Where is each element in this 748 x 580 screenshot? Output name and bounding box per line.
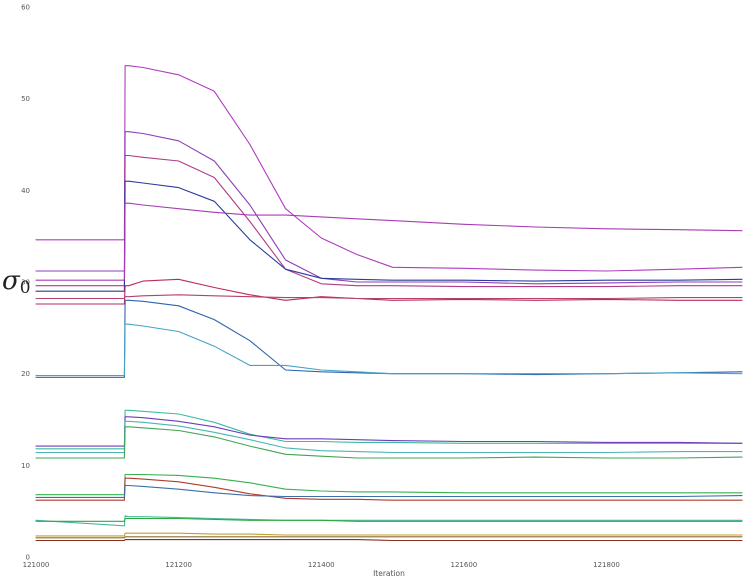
series-line bbox=[35, 299, 743, 378]
y-axis-label-symbol: σ bbox=[2, 266, 21, 296]
series-line bbox=[35, 409, 743, 450]
series-line bbox=[35, 484, 743, 498]
x-tick-label: 121200 bbox=[165, 561, 192, 569]
series-line bbox=[35, 294, 743, 300]
series-line bbox=[35, 202, 743, 281]
series-line bbox=[35, 416, 743, 447]
y-axis-ticks: 0 10 20 30 40 50 60 bbox=[21, 4, 30, 562]
series-line bbox=[35, 420, 743, 454]
series-line bbox=[35, 278, 743, 305]
series-line bbox=[35, 536, 743, 539]
y-tick-label: 20 bbox=[21, 370, 30, 378]
y-tick-label: 30 bbox=[21, 279, 30, 287]
x-tick-label: 121800 bbox=[593, 561, 620, 569]
x-axis-ticks: 121000 121200 121400 121600 121800 bbox=[23, 561, 620, 569]
y-tick-label: 10 bbox=[21, 462, 30, 470]
series-line bbox=[35, 532, 743, 537]
x-axis-label: Iteration bbox=[373, 569, 405, 578]
series-line bbox=[35, 323, 743, 377]
series-line bbox=[35, 517, 743, 522]
y-tick-label: 0 bbox=[26, 554, 30, 562]
series-line bbox=[35, 65, 743, 272]
y-tick-label: 50 bbox=[21, 95, 30, 103]
y-tick-label: 60 bbox=[21, 4, 30, 12]
x-tick-label: 121000 bbox=[23, 561, 50, 569]
series-line bbox=[35, 180, 743, 292]
series-line bbox=[35, 154, 743, 288]
series-lines bbox=[35, 65, 743, 542]
x-tick-label: 121600 bbox=[451, 561, 478, 569]
x-tick-label: 121400 bbox=[308, 561, 335, 569]
series-line bbox=[35, 477, 743, 501]
y-tick-label: 40 bbox=[21, 187, 30, 195]
series-line bbox=[35, 473, 743, 496]
series-line bbox=[35, 426, 743, 459]
y-axis-label-subscript: 0 bbox=[20, 278, 31, 298]
series-line bbox=[35, 539, 743, 542]
series-line bbox=[35, 131, 743, 285]
y-axis-label: σ0 bbox=[2, 266, 31, 298]
